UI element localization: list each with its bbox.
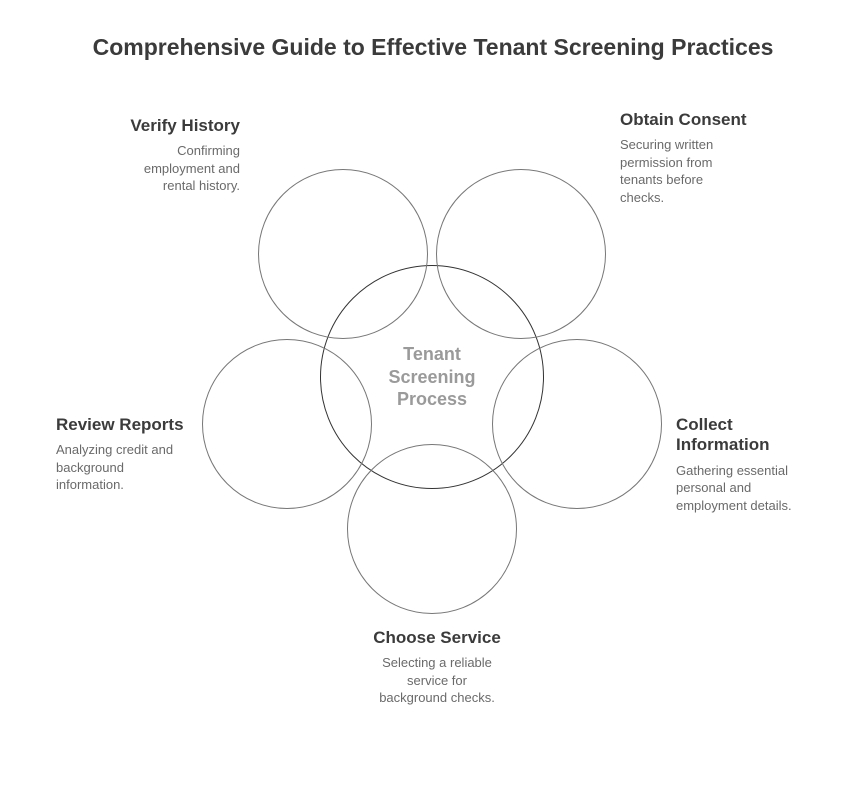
- node-review-reports: Review Reports Analyzing credit and backg…: [56, 415, 186, 494]
- node-verify-history: Verify History Confirming employment and …: [110, 116, 240, 195]
- node-desc-choose-service: Selecting a reliable service for backgro…: [372, 654, 502, 707]
- node-choose-service: Choose Service Selecting a reliable servi…: [372, 628, 502, 707]
- node-title-choose-service: Choose Service: [372, 628, 502, 648]
- node-desc-obtain-consent: Securing written permission from tenants…: [620, 136, 750, 206]
- petal-circle-collect-information: [492, 339, 662, 509]
- node-desc-review-reports: Analyzing credit and background informat…: [56, 441, 186, 494]
- node-obtain-consent: Obtain Consent Securing written permissio…: [620, 110, 750, 207]
- node-title-review-reports: Review Reports: [56, 415, 186, 435]
- page-title: Comprehensive Guide to Effective Tenant …: [0, 34, 866, 61]
- node-title-verify-history: Verify History: [110, 116, 240, 136]
- node-title-collect-information: Collect Information: [676, 415, 806, 456]
- petal-circle-choose-service: [347, 444, 517, 614]
- center-label: Tenant Screening Process: [362, 343, 502, 411]
- petal-circle-obtain-consent: [436, 169, 606, 339]
- node-collect-information: Collect Information Gathering essential p…: [676, 415, 806, 514]
- node-desc-collect-information: Gathering essential personal and employm…: [676, 462, 806, 515]
- node-desc-verify-history: Confirming employment and rental history…: [110, 142, 240, 195]
- petal-circle-review-reports: [202, 339, 372, 509]
- petal-circle-verify-history: [258, 169, 428, 339]
- node-title-obtain-consent: Obtain Consent: [620, 110, 750, 130]
